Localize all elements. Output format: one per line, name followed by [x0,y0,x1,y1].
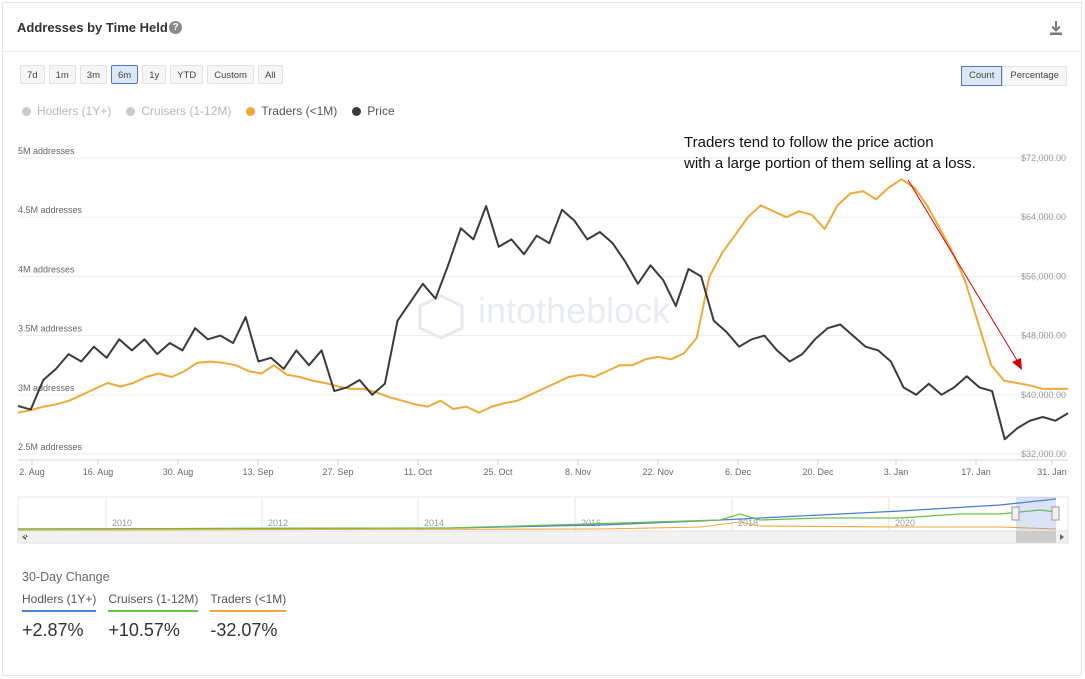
watermark: intotheblock [478,290,671,331]
range-button-custom[interactable]: Custom [207,65,254,84]
x-tick-label: 31. Jan [1037,467,1067,477]
series-line-traders-m- [17,178,1068,414]
stat-0: Hodlers (1Y+) +2.87% [22,592,97,641]
legend-item-3[interactable]: Price [352,104,395,118]
navigator-handle-right-icon [1051,506,1060,521]
y-left-tick-label: 3M addresses [18,383,75,393]
y-right-tick-label: $32,000.00 [1021,449,1066,459]
x-tick-label: 3. Jan [884,467,909,477]
navigator-year-label: 2020 [895,518,915,528]
range-button-7d[interactable]: 7d [20,65,45,84]
x-tick-label: 16. Aug [83,467,114,477]
legend-dot-icon [246,106,256,116]
x-tick-label: 17. Jan [961,467,991,477]
x-tick-label: 2. Aug [19,467,45,477]
legend-item-1[interactable]: Cruisers (1-12M) [126,104,231,118]
y-right-tick-label: $72,000.00 [1021,153,1066,163]
watermark-logo-icon [418,294,464,340]
y-left-tick-label: 3.5M addresses [18,324,83,334]
scroll-left-arrow-icon [22,534,28,540]
stat-value: +10.57% [108,620,180,640]
stat-label: Cruisers (1-12M) [108,592,199,612]
x-tick-label: 20. Dec [802,467,834,477]
stat-label: Traders (<1M) [210,592,287,612]
time-range-selector: 7d 1m 3m 6m 1y YTD Custom All [20,65,283,84]
chart-title: Addresses by Time Held [17,20,168,35]
y-left-tick-label: 2.5M addresses [18,442,83,452]
range-button-6m[interactable]: 6m [110,65,139,84]
navigator-cruisers-line [17,509,1057,530]
range-button-3m[interactable]: 3m [79,65,107,84]
x-tick-label: 25. Oct [483,467,513,477]
legend-item-2[interactable]: Traders (<1M) [246,104,337,118]
range-button-1y[interactable]: 1y [142,65,167,84]
legend-label: Price [367,104,395,118]
y-left-tick-label: 5M addresses [18,146,75,156]
stat-label: Hodlers (1Y+) [22,592,97,612]
annotation-arrowhead-icon [1012,358,1022,370]
legend-label: Traders (<1M) [261,104,338,118]
mode-button-count[interactable]: Count [961,66,1003,86]
legend-dot-icon [126,106,136,116]
y-right-tick-label: $48,000.00 [1021,331,1066,341]
mode-button-percentage[interactable]: Percentage [1002,66,1067,86]
annotation-arrow-line [907,179,1019,363]
scroll-right-arrow-icon [1060,534,1064,540]
series-line-price [17,205,1069,441]
card-header: Addresses by Time Held ? [3,3,1081,52]
thirty-day-change: 30-Day Change Hodlers (1Y+) +2.87% Cruiser… [22,570,287,641]
navigator-handle-left-icon [1011,506,1020,521]
y-left-tick-label: 4.5M addresses [18,205,83,215]
x-tick-label: 13. Sep [242,467,273,477]
annotation-line-2: with a large portion of them selling at … [684,155,976,172]
legend-label: Cruisers (1-12M) [141,104,232,118]
download-icon[interactable] [1047,19,1065,37]
stat-1: Cruisers (1-12M) +10.57% [108,592,199,641]
x-tick-label: 22. Nov [642,467,674,477]
display-mode-selector: Count Percentage [961,66,1067,86]
navigator-traders-line [17,521,1057,531]
navigator-year-label: 2012 [268,518,288,528]
chart-area: 2.5M addresses 3M addresses 3.5M addresses… [17,146,1069,544]
legend-dot-icon [22,106,31,116]
x-tick-label: 6. Dec [725,467,752,477]
annotation-line-1: Traders tend to follow the price action [684,134,934,151]
stats-title: 30-Day Change [22,570,110,584]
navigator-year-label: 2018 [738,518,758,528]
chart-legend: Hodlers (1Y+) Cruisers (1-12M) Traders (<1… [22,104,395,118]
legend-dot-icon [352,106,362,116]
y-left-tick-label: 4M addresses [18,264,75,274]
navigator-selection [1016,497,1056,531]
stats-columns: Hodlers (1Y+) +2.87% Cruisers (1-12M) +10.5… [22,592,287,641]
stat-2: Traders (<1M) -32.07% [210,592,287,641]
navigator-year-label: 2010 [112,518,132,528]
y-right-tick-label: $64,000.00 [1021,212,1066,222]
stat-value: +2.87% [22,620,84,640]
scrollbar-track [17,530,1069,544]
scrollbar-thumb [1016,531,1056,543]
x-tick-label: 8. Nov [565,467,592,477]
navigator-year-label: 2016 [581,518,601,528]
stat-value: -32.07% [210,620,278,640]
legend-label: Hodlers (1Y+) [37,104,112,118]
y-right-tick-label: $56,000.00 [1021,271,1066,281]
legend-item-0[interactable]: Hodlers (1Y+) [22,104,111,118]
x-tick-label: 27. Sep [322,467,353,477]
range-button-1m[interactable]: 1m [48,65,76,84]
help-icon[interactable]: ? [169,21,182,34]
y-right-tick-label: $40,000.00 [1021,390,1066,400]
range-button-ytd[interactable]: YTD [170,65,204,84]
x-tick-label: 30. Aug [163,467,194,477]
range-button-all[interactable]: All [257,65,283,84]
x-tick-label: 11. Oct [404,467,433,477]
chart-annotation: Traders tend to follow the price action … [684,132,976,174]
navigator-year-label: 2014 [424,518,444,528]
